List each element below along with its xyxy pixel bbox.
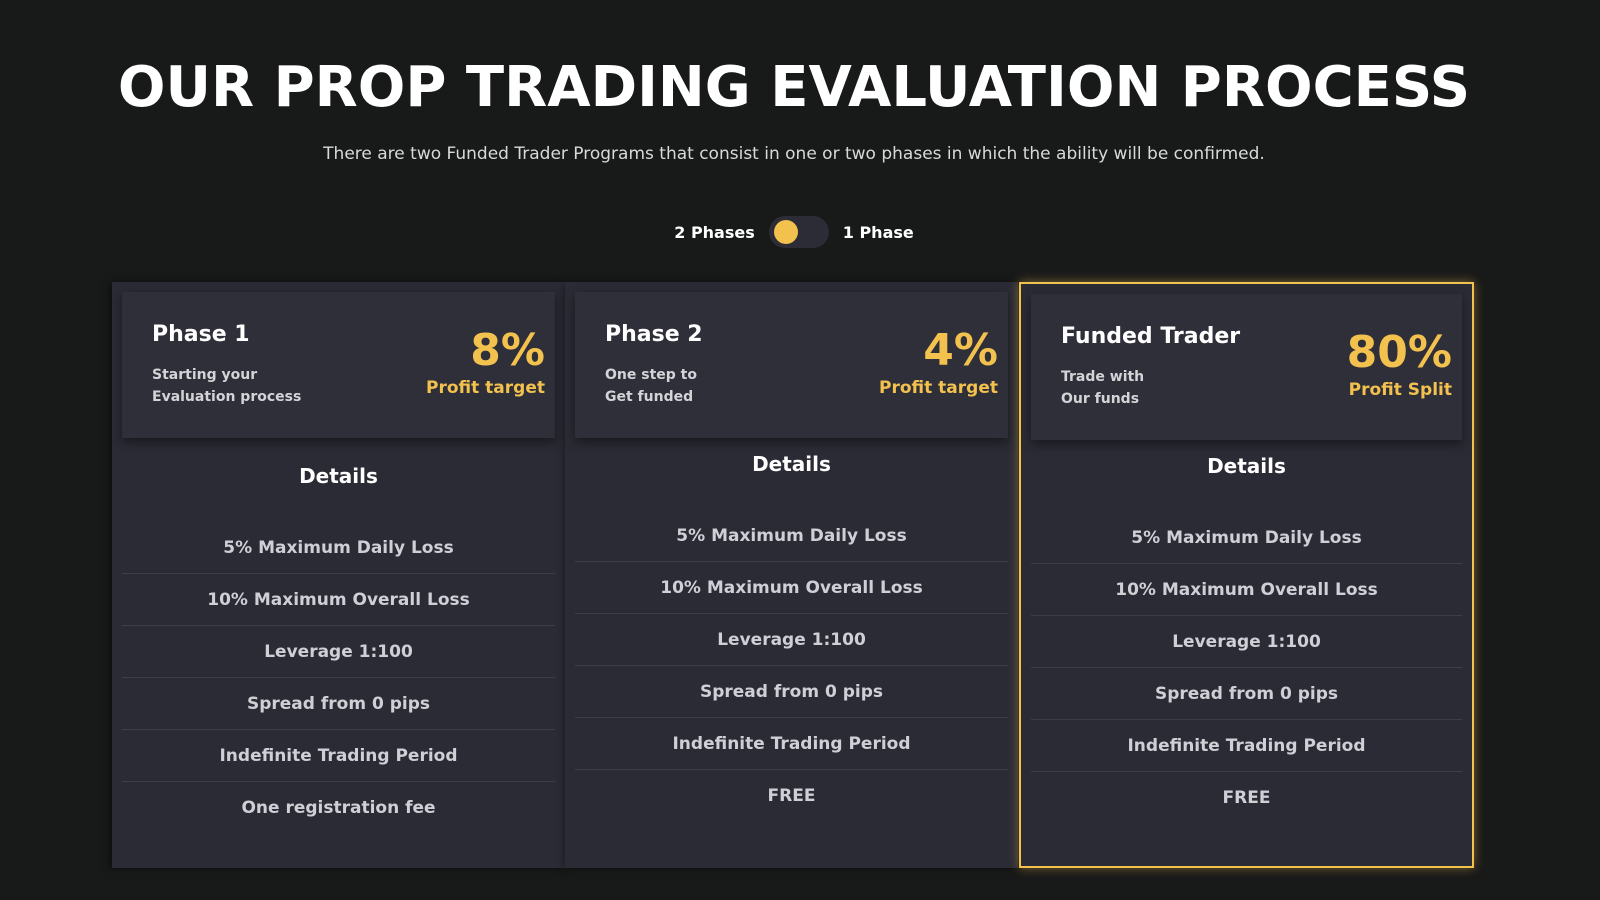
detail-item: Spread from 0 pips [122,678,555,730]
card-metric-label: Profit target [879,378,998,398]
phase-toggle-switch[interactable] [768,216,829,248]
card-percentage: 80% [1346,327,1452,378]
card-metric-label: Profit target [426,378,545,398]
card-title: Phase 1 [152,322,250,347]
card-percentage: 8% [470,325,545,376]
card-header: Phase 2 One step to Get funded 4% Profit… [575,292,1008,438]
detail-item: FREE [1222,788,1271,808]
card-description: Trade with Our funds [1061,366,1144,410]
card-funded-trader: Funded Trader Trade with Our funds 80% P… [1019,282,1474,868]
card-title: Phase 2 [605,322,703,347]
details-heading: Details [299,464,378,488]
card-title: Funded Trader [1061,324,1241,349]
details-list: 5% Maximum Daily Loss 10% Maximum Overal… [122,522,555,834]
detail-item: 10% Maximum Overall Loss [1031,564,1462,616]
detail-item: 5% Maximum Daily Loss [575,510,1008,562]
card-description: One step to Get funded [605,364,697,408]
card-header: Phase 1 Starting your Evaluation process… [122,292,555,438]
card-description-line: Get funded [605,389,694,405]
card-description-line: Trade with [1061,369,1145,385]
detail-item: Leverage 1:100 [575,614,1008,666]
detail-item: One registration fee [241,798,436,818]
card-header: Funded Trader Trade with Our funds 80% P… [1031,294,1462,440]
detail-item: Spread from 0 pips [575,666,1008,718]
card-description-line: Our funds [1061,391,1140,407]
detail-item: Spread from 0 pips [1031,668,1462,720]
detail-item: 10% Maximum Overall Loss [122,574,555,626]
detail-item: Indefinite Trading Period [575,718,1008,770]
card-description-line: One step to [605,367,697,383]
phase-toggle-row: 2 Phases 1 Phase [0,216,1588,248]
details-heading: Details [752,452,831,476]
detail-item: Indefinite Trading Period [1031,720,1462,772]
card-phase-1: Phase 1 Starting your Evaluation process… [112,282,565,868]
toggle-label-1-phase[interactable]: 1 Phase [842,222,914,242]
card-description: Starting your Evaluation process [152,364,301,408]
detail-item: Leverage 1:100 [122,626,555,678]
details-list: 5% Maximum Daily Loss 10% Maximum Overal… [1031,512,1462,824]
page-title: OUR PROP TRADING EVALUATION PROCESS [117,55,1471,120]
detail-item: Leverage 1:100 [1031,616,1462,668]
detail-item: 5% Maximum Daily Loss [1031,512,1462,564]
page-subtitle: There are two Funded Trader Programs tha… [323,144,1265,164]
detail-item: FREE [767,786,816,806]
toggle-label-2-phases[interactable]: 2 Phases [674,222,755,242]
details-heading: Details [1207,454,1286,478]
card-phase-2: Phase 2 One step to Get funded 4% Profit… [565,282,1018,868]
detail-item: Indefinite Trading Period [122,730,555,782]
card-percentage: 4% [923,325,998,376]
toggle-knob[interactable] [773,220,798,244]
details-list: 5% Maximum Daily Loss 10% Maximum Overal… [575,510,1008,822]
detail-item: 10% Maximum Overall Loss [575,562,1008,614]
program-cards: Phase 1 Starting your Evaluation process… [112,282,1474,868]
detail-item: 5% Maximum Daily Loss [122,522,555,574]
card-description-line: Evaluation process [152,389,302,405]
card-description-line: Starting your [152,367,258,383]
card-metric-label: Profit Split [1348,380,1452,400]
